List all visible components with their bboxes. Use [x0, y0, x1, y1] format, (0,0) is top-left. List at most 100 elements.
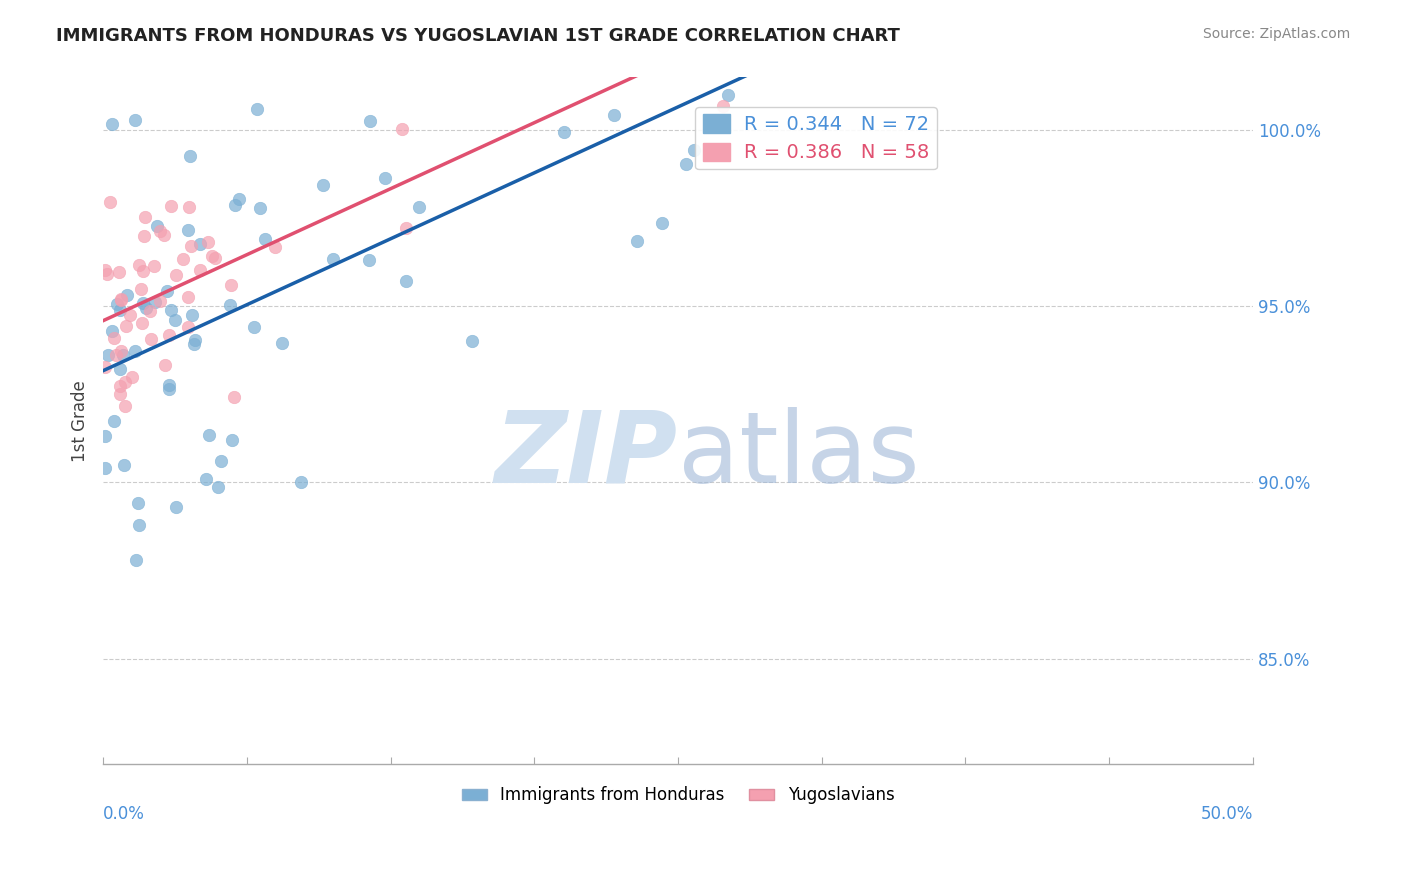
- Point: [125, 553, 148, 567]
- Point: [224, 198, 246, 212]
- Point: [135, 301, 157, 316]
- Point: [603, 108, 626, 122]
- Point: [704, 115, 727, 129]
- Point: [197, 235, 219, 249]
- Point: [201, 249, 224, 263]
- Point: [145, 295, 167, 310]
- Point: [155, 284, 177, 298]
- Point: [179, 149, 201, 163]
- Point: [172, 252, 194, 266]
- Point: [145, 219, 167, 233]
- Point: [104, 348, 127, 362]
- Point: [461, 334, 484, 348]
- Point: [359, 252, 381, 267]
- Point: [100, 117, 122, 131]
- Point: [271, 336, 294, 351]
- Point: [153, 358, 176, 372]
- Point: [165, 268, 187, 283]
- Point: [219, 277, 242, 292]
- Point: [195, 472, 218, 486]
- Point: [228, 192, 250, 206]
- Point: [183, 337, 205, 351]
- Point: [124, 112, 146, 127]
- Point: [134, 210, 156, 224]
- Point: [131, 316, 153, 330]
- Point: [408, 200, 430, 214]
- Point: [114, 399, 136, 413]
- Point: [110, 387, 132, 401]
- Point: [176, 319, 198, 334]
- Point: [177, 290, 200, 304]
- Point: [576, 20, 599, 34]
- Point: [115, 319, 138, 334]
- Point: [98, 194, 121, 209]
- Point: [105, 297, 128, 311]
- Point: [651, 216, 673, 230]
- Point: [322, 252, 344, 267]
- Point: [198, 428, 221, 442]
- Point: [395, 221, 418, 235]
- Legend: Immigrants from Honduras, Yugoslavians: Immigrants from Honduras, Yugoslavians: [456, 780, 901, 811]
- Point: [94, 262, 117, 277]
- Point: [254, 232, 277, 246]
- Point: [112, 458, 135, 472]
- Point: [132, 264, 155, 278]
- Y-axis label: 1st Grade: 1st Grade: [72, 380, 89, 462]
- Point: [165, 500, 187, 515]
- Point: [108, 379, 131, 393]
- Point: [152, 227, 174, 242]
- Point: [143, 259, 166, 273]
- Point: [184, 333, 207, 347]
- Point: [128, 258, 150, 272]
- Point: [204, 251, 226, 265]
- Point: [395, 274, 418, 288]
- Point: [96, 348, 118, 362]
- Point: [374, 171, 396, 186]
- Point: [94, 428, 117, 442]
- Point: [114, 375, 136, 389]
- Point: [224, 390, 246, 404]
- Point: [139, 332, 162, 346]
- Point: [159, 199, 181, 213]
- Point: [165, 313, 187, 327]
- Point: [134, 228, 156, 243]
- Point: [132, 296, 155, 310]
- Point: [815, 0, 838, 9]
- Point: [246, 102, 269, 116]
- Point: [717, 87, 740, 102]
- Point: [176, 223, 198, 237]
- Point: [108, 303, 131, 318]
- Point: [264, 239, 287, 253]
- Point: [149, 294, 172, 309]
- Point: [359, 114, 381, 128]
- Point: [112, 348, 135, 362]
- Point: [121, 370, 143, 384]
- Point: [711, 99, 734, 113]
- Point: [94, 461, 117, 475]
- Point: [110, 344, 132, 359]
- Point: [124, 344, 146, 359]
- Point: [190, 262, 212, 277]
- Point: [139, 304, 162, 318]
- Text: atlas: atlas: [678, 407, 920, 504]
- Point: [108, 361, 131, 376]
- Point: [94, 360, 117, 375]
- Point: [128, 495, 150, 509]
- Point: [149, 224, 172, 238]
- Point: [101, 324, 124, 338]
- Point: [160, 302, 183, 317]
- Point: [391, 122, 413, 136]
- Point: [180, 308, 202, 322]
- Point: [103, 331, 125, 345]
- Text: 50.0%: 50.0%: [1201, 805, 1253, 823]
- Point: [115, 287, 138, 301]
- Point: [312, 178, 335, 192]
- Point: [110, 293, 132, 307]
- Point: [626, 234, 648, 248]
- Point: [249, 201, 271, 215]
- Point: [110, 293, 132, 307]
- Point: [219, 298, 242, 312]
- Point: [157, 382, 180, 396]
- Point: [108, 265, 131, 279]
- Point: [128, 517, 150, 532]
